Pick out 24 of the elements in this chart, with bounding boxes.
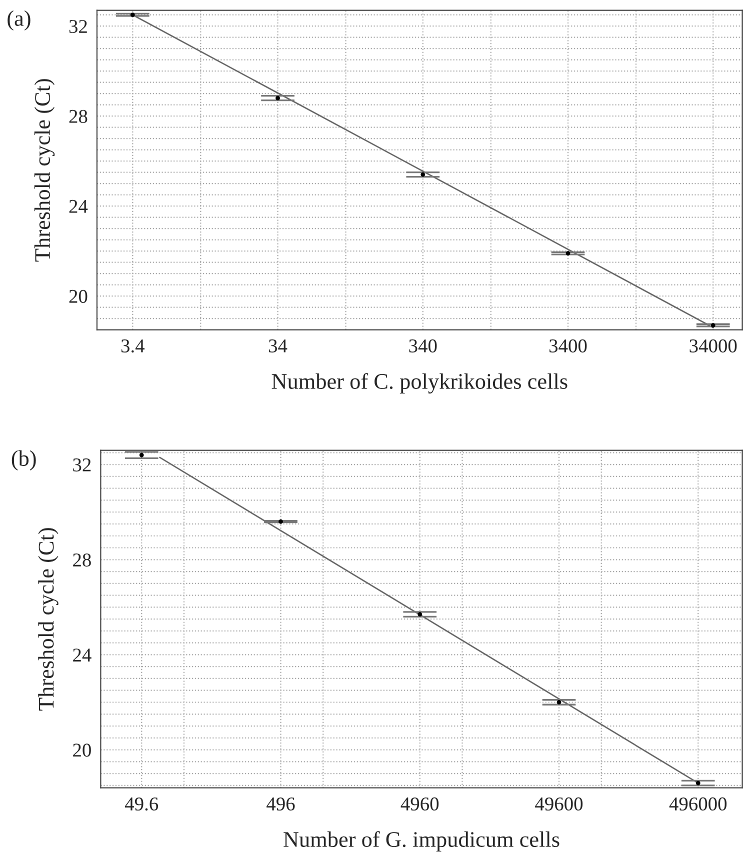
x-tick-label: 49.6 [124, 797, 158, 811]
y-tick-label: 32 [69, 20, 87, 34]
x-tick-label: 49600 [535, 797, 583, 811]
y-axis-title: Threshold cycle (Ct) [34, 79, 55, 262]
x-tick-label: 3.4 [121, 339, 145, 353]
y-tick-label: 20 [73, 744, 91, 757]
y-axis-title: Threshold cycle (Ct) [38, 528, 58, 711]
x-tick-label: 4960 [400, 797, 439, 811]
x-tick-label: 34 [268, 339, 288, 352]
chart-title: (a) [8, 10, 30, 30]
chart-title: (b) [12, 450, 36, 470]
x-tick-label: 340 [409, 339, 437, 352]
x-axis-title: Number of C. polykrikoides cells [272, 373, 568, 394]
y-tick-label: 20 [69, 290, 88, 303]
y-tick-label: 24 [73, 648, 92, 662]
x-tick-label: 496 [266, 797, 295, 811]
y-tick-label: 28 [73, 553, 91, 567]
x-tick-label: 496000 [669, 797, 727, 811]
x-axis-title: Number of G. impudicum cells [284, 831, 560, 852]
y-tick-label: 24 [69, 200, 88, 213]
y-tick-label: 32 [73, 458, 91, 472]
y-tick-label: 28 [69, 110, 88, 123]
x-tick-label: 3400 [549, 339, 587, 352]
x-tick-label: 34000 [690, 339, 737, 352]
